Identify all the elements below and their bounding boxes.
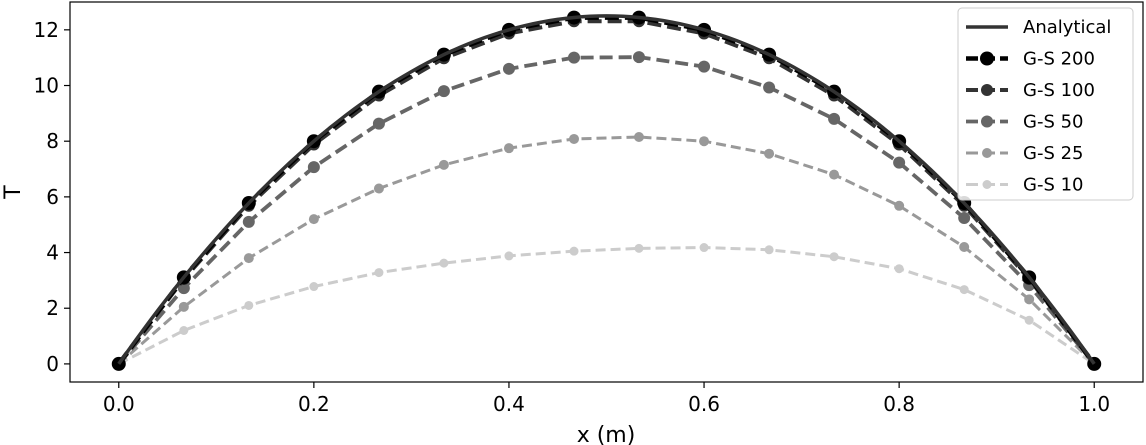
y-tick-label: 2	[46, 296, 59, 320]
data-point	[958, 212, 971, 225]
x-tick-label: 1.0	[1078, 392, 1110, 416]
data-point	[308, 214, 319, 225]
data-point	[374, 268, 384, 278]
x-tick-label: 0.2	[298, 392, 330, 416]
legend-marker	[981, 84, 993, 96]
data-point	[372, 117, 385, 130]
y-tick-label: 4	[46, 241, 59, 265]
series-line	[117, 135, 1096, 366]
data-point	[632, 51, 645, 64]
series-line	[117, 19, 1096, 366]
data-point	[178, 301, 189, 312]
x-tick-label: 0.8	[883, 392, 915, 416]
y-axis-label: T	[1, 185, 26, 200]
y-tick-label: 8	[46, 129, 59, 153]
legend-marker	[982, 180, 992, 189]
data-point	[959, 285, 969, 295]
data-point	[959, 241, 970, 252]
data-point	[373, 183, 384, 194]
data-point	[894, 264, 904, 274]
data-point	[699, 243, 709, 253]
series-line	[118, 246, 1096, 366]
plot-frame	[69, 1, 1144, 383]
x-axis-label: x (m)	[577, 423, 636, 445]
data-point	[242, 215, 255, 228]
data-point	[439, 258, 449, 268]
data-point	[307, 161, 320, 174]
x-tick-label: 0.4	[493, 392, 525, 416]
y-tick-label: 0	[46, 352, 59, 376]
data-point	[828, 112, 841, 125]
analytical-line	[117, 14, 1096, 365]
y-tick-label: 10	[34, 74, 59, 98]
data-point	[698, 60, 711, 73]
y-tick-label: 12	[34, 18, 59, 42]
x-tick-label: 0.6	[688, 392, 720, 416]
data-point	[179, 325, 189, 335]
data-point	[243, 253, 254, 264]
legend-label: G-S 100	[1023, 80, 1095, 101]
x-tick-label: 0.0	[103, 392, 135, 416]
data-point	[502, 62, 515, 75]
legend-label: G-S 50	[1023, 112, 1084, 133]
legend-marker	[981, 115, 993, 128]
legend-label: G-S 200	[1023, 49, 1095, 70]
data-point	[437, 85, 450, 98]
data-point	[633, 132, 644, 143]
legend: Analytical G-S 200 G-S 100 G-S 50 G-S 25 G-S …	[957, 7, 1134, 201]
data-point	[244, 300, 254, 310]
legend-marker	[980, 51, 994, 66]
data-point	[503, 143, 514, 154]
data-point	[829, 252, 839, 262]
data-point	[893, 156, 906, 169]
data-point	[569, 133, 580, 144]
legend-label: G-S 10	[1023, 175, 1084, 196]
data-point	[504, 251, 514, 261]
data-point	[568, 51, 581, 64]
data-point	[764, 245, 774, 255]
data-point	[309, 282, 319, 292]
series-line	[117, 55, 1096, 366]
data-point	[634, 243, 644, 253]
legend-label: Analytical	[1023, 17, 1111, 38]
data-point	[1024, 315, 1034, 325]
data-point	[569, 246, 579, 256]
data-point	[829, 169, 840, 180]
data-point	[894, 200, 905, 211]
legend-marker	[982, 148, 992, 158]
data-point	[764, 148, 775, 159]
data-point	[438, 159, 449, 170]
data-point	[1024, 294, 1035, 305]
axis-ticks: 0.0 0.2 0.4 0.6 0.8 1.0 0 2 4 6 8 10 12	[34, 18, 1111, 416]
data-point	[763, 81, 776, 94]
legend-label: G-S 25	[1023, 143, 1084, 164]
plot-series	[111, 10, 1102, 371]
y-tick-label: 6	[46, 185, 59, 209]
data-point	[699, 136, 710, 147]
